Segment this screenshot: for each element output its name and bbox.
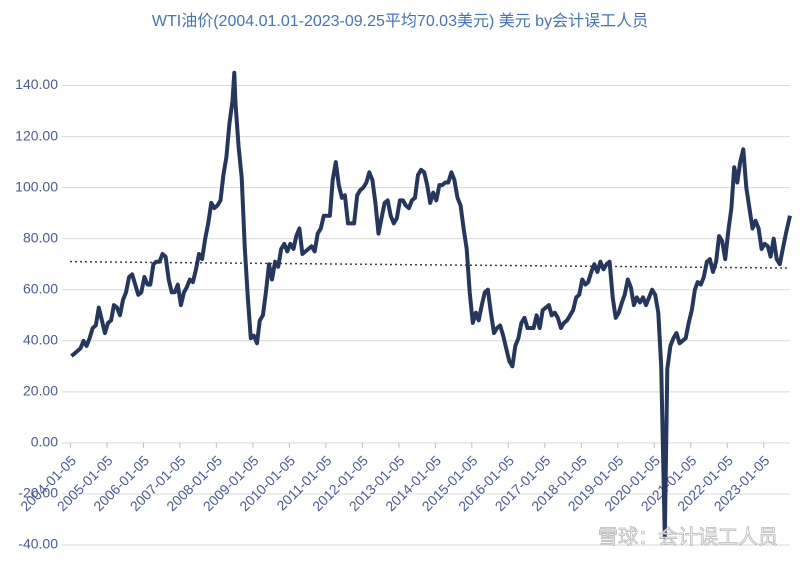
y-tick-label: 80.00 bbox=[23, 229, 58, 245]
y-tick-label: 60.00 bbox=[23, 280, 58, 296]
y-tick-label: 140.00 bbox=[15, 76, 58, 92]
y-tick-label: 100.00 bbox=[15, 178, 58, 194]
y-tick-label: -20.00 bbox=[18, 485, 58, 501]
y-tick-label: 40.00 bbox=[23, 331, 58, 347]
y-tick-label: 20.00 bbox=[23, 383, 58, 399]
y-tick-label: 120.00 bbox=[15, 127, 58, 143]
chart-title: WTI油价(2004.01.01-2023-09.25平均70.03美元) 美元… bbox=[152, 12, 648, 30]
y-tick-label: -40.00 bbox=[18, 536, 58, 552]
watermark: 雪球：会计误工人员 bbox=[598, 525, 778, 548]
y-tick-label: 0.00 bbox=[31, 434, 58, 450]
price-line bbox=[70, 70, 792, 540]
trend-line bbox=[69, 260, 791, 269]
